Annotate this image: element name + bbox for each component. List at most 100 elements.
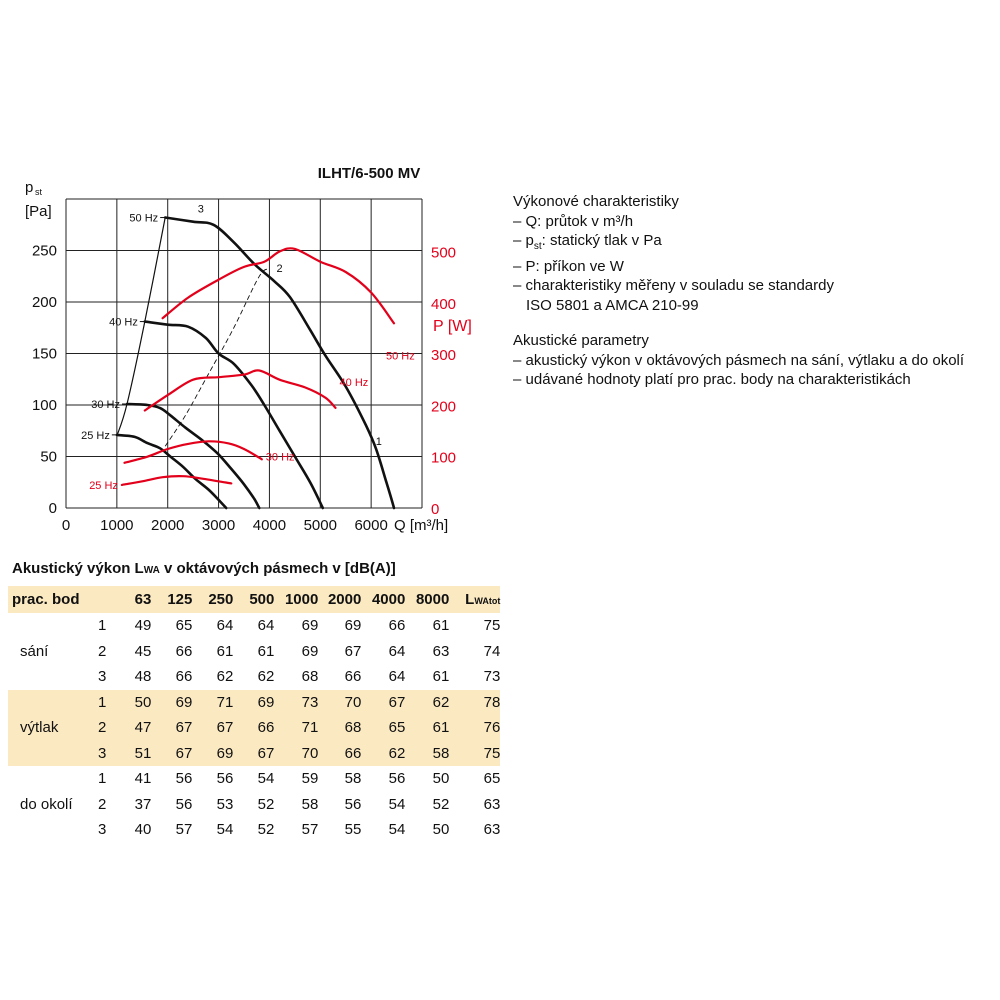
band-value: 69 [192, 740, 234, 766]
chart-title: ILHT/6-500 MV [318, 165, 421, 182]
band-value: 57 [175, 821, 193, 839]
band-value: 61 [432, 617, 450, 635]
header-band: 2000 [318, 586, 362, 613]
band-value: 54 [388, 795, 406, 813]
band-value: 56 [175, 770, 193, 788]
x-tick-label: 3000 [202, 517, 235, 534]
table-row: sání 2 45 66 61 61 69 67 64 63 74 [8, 639, 500, 665]
y-tick-label: 250 [32, 243, 57, 260]
band-value: 48 [134, 668, 152, 686]
header-point: prac. bod [8, 586, 98, 613]
band-value: 67 [151, 715, 193, 741]
band-value: 62 [361, 740, 406, 766]
power-curve-label: 50 Hz [386, 350, 415, 362]
acoustic-table: prac. bod 63 125 250 500 1000 2000 4000 … [8, 586, 501, 843]
power-curve-label: 30 Hz [266, 451, 295, 463]
power-curve-label: 25 Hz [89, 480, 118, 492]
group-label [8, 740, 98, 766]
y-tick-label: 150 [32, 346, 57, 363]
band-value: 61 [432, 668, 450, 686]
point-number: 2 [98, 642, 107, 660]
table-row: 1 49 65 64 64 69 69 66 61 75 [8, 613, 500, 639]
band-value: 52 [257, 795, 275, 813]
table-row: 1 50 69 71 69 73 70 67 62 78 [8, 689, 501, 715]
band-value: 66 [318, 740, 362, 766]
band-value: 68 [301, 668, 319, 686]
x-tick-label: 6000 [354, 517, 387, 534]
pressure-curve [163, 216, 396, 510]
band-value: 66 [233, 715, 275, 741]
x-tick-label: 0 [62, 517, 70, 534]
chart-curves [111, 216, 396, 510]
band-value: 67 [151, 740, 193, 766]
band-value: 71 [192, 689, 234, 715]
y-axis-label-main: p [25, 179, 33, 196]
band-value: 56 [388, 770, 406, 788]
band-value: 52 [257, 821, 275, 839]
band-value: 73 [274, 689, 319, 715]
y-tick-label: 50 [40, 449, 57, 466]
band-value: 66 [388, 617, 406, 635]
band-value: 54 [257, 770, 275, 788]
band-value: 65 [175, 617, 193, 635]
performance-standards-cont: ISO 5801 a AMCA 210-99 [526, 296, 699, 314]
total-value: 73 [483, 668, 501, 686]
acoustic-info: Akustické parametry – akustický výkon v … [513, 331, 964, 390]
table-row: 3 40 57 54 52 57 55 54 50 63 [8, 817, 500, 843]
band-value: 53 [216, 795, 234, 813]
y-right-tick-label: 200 [431, 398, 456, 415]
total-value: 78 [449, 689, 501, 715]
total-value: 75 [449, 740, 501, 766]
point-number: 3 [98, 821, 107, 839]
header-band: 63 [106, 586, 152, 613]
band-value: 62 [405, 689, 450, 715]
band-value: 69 [301, 642, 319, 660]
power-curve [143, 369, 337, 412]
total-value: 75 [483, 617, 501, 635]
y-right-axis-label: P [W] [433, 318, 472, 335]
band-value: 37 [134, 795, 152, 813]
group-label [8, 664, 98, 690]
acoustic-line-2: – udávané hodnoty platí pro prac. body n… [513, 371, 911, 388]
header-band: 125 [151, 586, 193, 613]
band-value: 64 [257, 617, 275, 635]
band-value: 68 [318, 715, 362, 741]
header-band: 500 [233, 586, 275, 613]
table-row: 1 41 56 56 54 59 58 56 50 65 [8, 766, 500, 792]
band-value: 65 [361, 715, 406, 741]
band-value: 50 [432, 770, 450, 788]
header-band: 1000 [274, 586, 319, 613]
table-header-row: prac. bod 63 125 250 500 1000 2000 4000 … [8, 586, 501, 613]
y-right-tick-label: 400 [431, 296, 456, 313]
band-value: 57 [301, 821, 319, 839]
band-value: 40 [134, 821, 152, 839]
operating-curve-label: 3 [198, 203, 204, 215]
band-value: 67 [233, 740, 275, 766]
x-tick-label: 1000 [100, 517, 133, 534]
band-value: 51 [106, 740, 152, 766]
performance-info: Výkonové charakteristiky – Q: průtok v m… [513, 192, 834, 315]
performance-standards: – charakteristiky měřeny v souladu se st… [513, 277, 834, 294]
band-value: 50 [432, 821, 450, 839]
band-value: 59 [301, 770, 319, 788]
band-value: 62 [257, 668, 275, 686]
band-value: 55 [344, 821, 362, 839]
band-value: 61 [257, 642, 275, 660]
power-curve [161, 247, 396, 325]
operating-curve-label: 1 [376, 436, 382, 448]
band-value: 61 [216, 642, 234, 660]
operating-curve-label: 2 [277, 263, 283, 275]
table-row: 3 48 66 62 62 68 66 64 61 73 [8, 664, 500, 690]
performance-power: – P: příkon ve W [513, 257, 624, 275]
y-right-tick-label: 0 [431, 501, 439, 518]
band-value: 69 [233, 689, 275, 715]
chart-grid [65, 198, 423, 509]
total-value: 74 [483, 642, 501, 660]
band-value: 66 [175, 668, 193, 686]
band-value: 58 [344, 770, 362, 788]
performance-q: – Q: průtok v m³/h [513, 212, 634, 230]
pressure-curve-label: 25 Hz [81, 430, 110, 442]
band-value: 69 [301, 617, 319, 635]
band-value: 70 [274, 740, 319, 766]
x-tick-label: 2000 [151, 517, 184, 534]
